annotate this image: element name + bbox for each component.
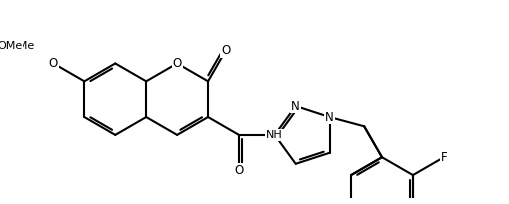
Text: OMe: OMe bbox=[0, 41, 22, 51]
Text: OMe: OMe bbox=[10, 41, 35, 51]
Text: F: F bbox=[440, 151, 446, 164]
Text: O: O bbox=[172, 57, 181, 70]
Text: NH: NH bbox=[266, 130, 282, 140]
Text: O: O bbox=[49, 57, 58, 70]
Text: N: N bbox=[291, 100, 299, 112]
Text: O: O bbox=[234, 164, 243, 177]
Text: N: N bbox=[325, 111, 333, 124]
Text: O: O bbox=[49, 59, 58, 69]
Text: O: O bbox=[221, 44, 230, 57]
